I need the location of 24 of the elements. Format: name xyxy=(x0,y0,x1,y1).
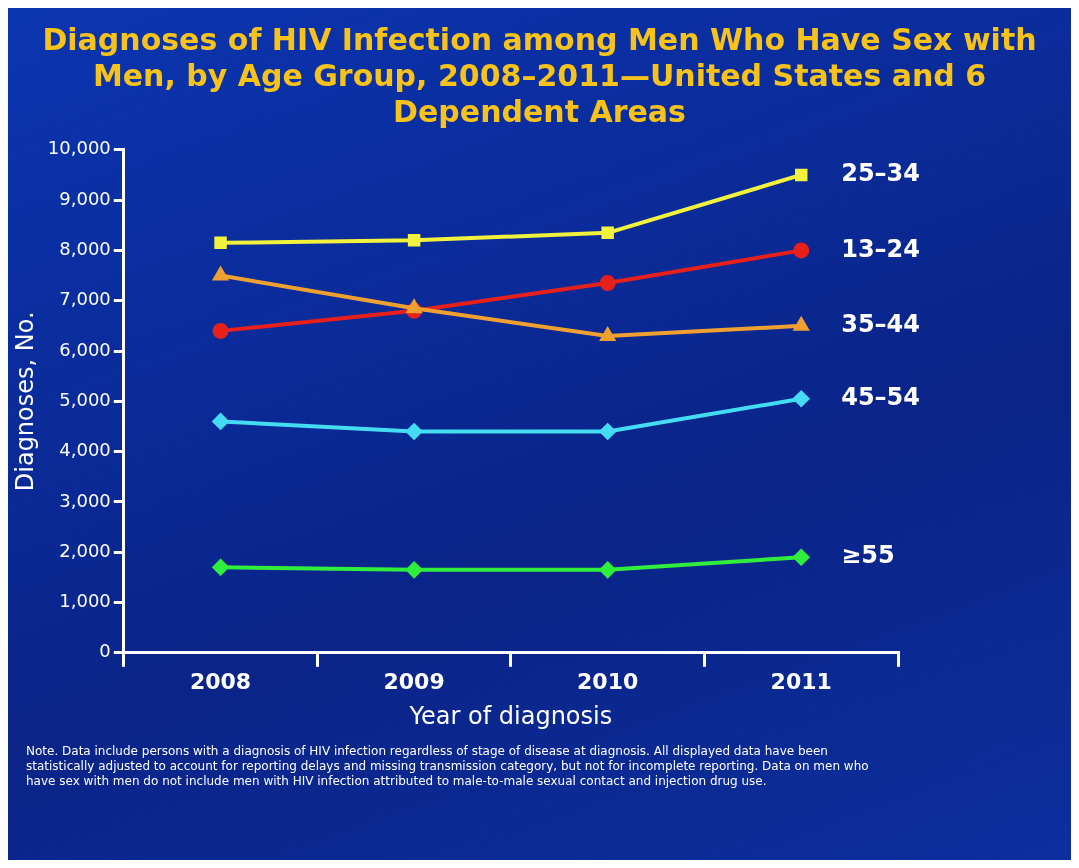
series-label: ≥55 xyxy=(841,541,895,570)
y-tick-label: 4,000 xyxy=(59,439,111,461)
x-tick-label: 2009 xyxy=(383,668,445,694)
y-tick-label: 9,000 xyxy=(59,187,111,209)
y-tick-label: 7,000 xyxy=(59,288,111,310)
series-label: 45–54 xyxy=(841,383,921,412)
series-label: 13–24 xyxy=(841,234,921,263)
series-label: 25–34 xyxy=(841,159,921,188)
text: Note. Data include persons with a diagnosis of HIV infection regardless of stage of disease at diagnosis. All displayed data have been statistically adjusted to account for reporting delays and missing transmission category, but not for incomplete reporting. Data on men who have sex with men do not include men with HIV infection attributed to male-to-male sexual contact and injection drug use. xyxy=(25,743,870,789)
x-tick-label: 2010 xyxy=(577,668,639,694)
y-tick-label: 3,000 xyxy=(59,489,111,511)
y-tick-label: 5,000 xyxy=(59,388,111,410)
y-tick-label: 10,000 xyxy=(47,137,111,159)
y-tick-label: 8,000 xyxy=(59,238,111,260)
y-tick-label: 6,000 xyxy=(59,338,111,360)
x-tick-label: 2008 xyxy=(189,668,252,694)
x-axis-title: Year of diagnosis xyxy=(408,701,613,730)
y-tick-label: 1,000 xyxy=(59,590,111,612)
y-axis-title: Diagnoses, No. xyxy=(10,311,39,492)
y-tick-label: 2,000 xyxy=(59,539,111,561)
y-tick-label: 0 xyxy=(99,640,111,662)
series-label: 35–44 xyxy=(841,310,921,339)
chart-title: Diagnoses of HIV Infection among Men Who Have Sex with Men, by Age Group, 2008–2011—United States and 6 Dependent Areas xyxy=(41,22,1038,130)
x-tick-label: 2011 xyxy=(770,668,832,694)
